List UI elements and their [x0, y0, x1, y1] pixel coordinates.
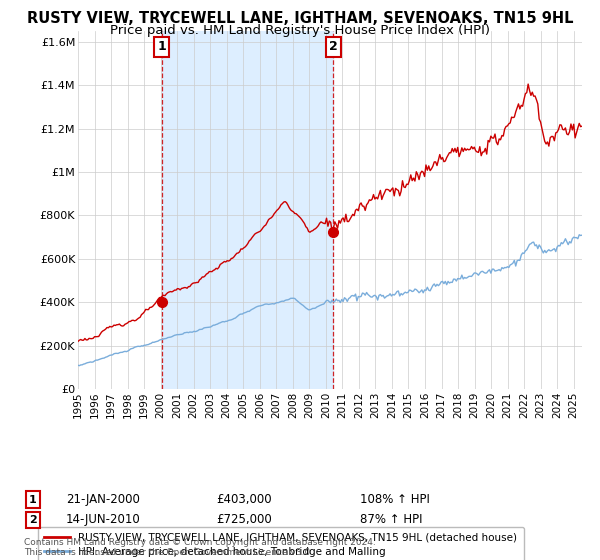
Text: Price paid vs. HM Land Registry's House Price Index (HPI): Price paid vs. HM Land Registry's House … — [110, 24, 490, 36]
Bar — [161, 31, 334, 389]
Text: £403,000: £403,000 — [216, 493, 272, 506]
Text: Contains HM Land Registry data © Crown copyright and database right 2024.
This d: Contains HM Land Registry data © Crown c… — [24, 538, 376, 557]
Text: 87% ↑ HPI: 87% ↑ HPI — [360, 513, 422, 526]
Text: £725,000: £725,000 — [216, 513, 272, 526]
Text: 21-JAN-2000: 21-JAN-2000 — [66, 493, 140, 506]
Text: 2: 2 — [29, 515, 37, 525]
Text: 1: 1 — [157, 40, 166, 53]
Text: 1: 1 — [29, 494, 37, 505]
Text: RUSTY VIEW, TRYCEWELL LANE, IGHTHAM, SEVENOAKS, TN15 9HL: RUSTY VIEW, TRYCEWELL LANE, IGHTHAM, SEV… — [27, 11, 573, 26]
Text: 2: 2 — [329, 40, 338, 53]
Text: 14-JUN-2010: 14-JUN-2010 — [66, 513, 141, 526]
Legend: RUSTY VIEW, TRYCEWELL LANE, IGHTHAM, SEVENOAKS, TN15 9HL (detached house), HPI: : RUSTY VIEW, TRYCEWELL LANE, IGHTHAM, SEV… — [38, 526, 524, 560]
Text: 108% ↑ HPI: 108% ↑ HPI — [360, 493, 430, 506]
